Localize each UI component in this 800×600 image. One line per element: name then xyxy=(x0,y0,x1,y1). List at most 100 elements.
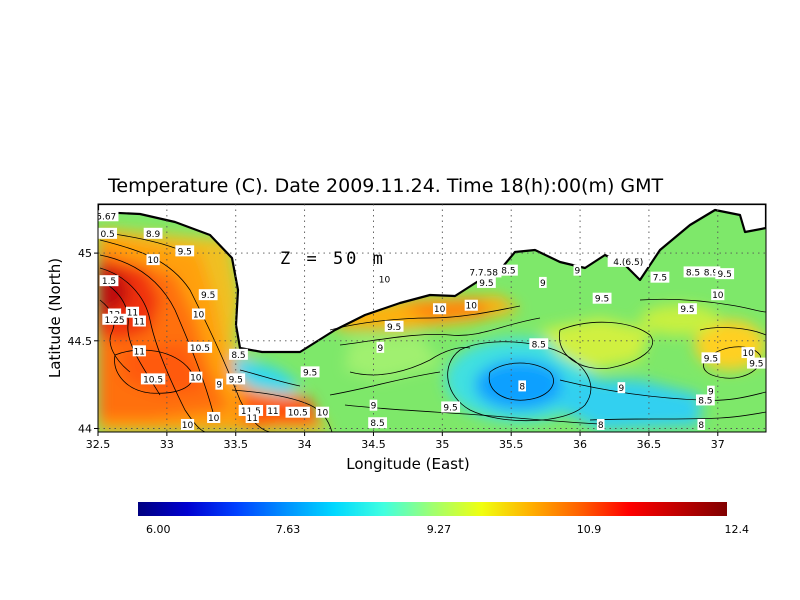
contour-label: 9 xyxy=(371,402,377,412)
contour-label: 11.5 xyxy=(241,407,261,417)
contour-label: 8 xyxy=(598,421,604,431)
contour-label-bg xyxy=(573,264,582,276)
contour-label-bg xyxy=(266,404,280,416)
contour-label: 11 xyxy=(127,309,138,319)
contour-label: 11 xyxy=(267,407,278,417)
contour-label: 10 xyxy=(317,409,329,419)
y-tick-label: 44.5 xyxy=(68,335,93,348)
contour-label-bg xyxy=(191,308,206,320)
contour-label-bg xyxy=(707,385,715,397)
contour-label-bg xyxy=(683,266,703,278)
contour-label: 8.5 xyxy=(370,419,384,429)
contour-label-bg xyxy=(697,418,706,430)
x-tick-label: 33.5 xyxy=(223,438,248,451)
contour-label-bg xyxy=(465,266,502,278)
contour-label: 9 xyxy=(377,344,383,354)
contour-label-bg xyxy=(315,406,330,418)
contour-label-bg xyxy=(477,276,496,288)
contour-label-bg xyxy=(285,406,310,418)
plot-area: 5.670.58.91.5121.251111109.59.5101110.51… xyxy=(96,204,766,432)
contour-label-bg xyxy=(102,313,127,325)
map-title: Temperature (C). Date 2009.11.24. Time 1… xyxy=(107,175,664,197)
x-axis-label: Longitude (East) xyxy=(346,455,469,473)
contour-label: 9.5 xyxy=(387,323,401,333)
contour-label: 9.5 xyxy=(749,360,763,370)
contour-label-bg xyxy=(229,348,248,360)
contour-label-bg xyxy=(592,292,612,304)
contour-label-bg xyxy=(701,352,721,364)
contour-label-group: 5.670.58.91.5121.251111109.59.5101110.51… xyxy=(96,210,766,431)
contour-label-bg xyxy=(695,394,715,406)
colorbar-tick-label: 10.9 xyxy=(577,523,602,536)
contour-label: 8.9 xyxy=(704,268,719,278)
contour-label: 4.(6.5) xyxy=(613,258,643,268)
contour-label: 10 xyxy=(182,421,194,431)
contour-label-bg xyxy=(175,245,195,257)
contour-label: 10 xyxy=(712,291,724,301)
contour-label-bg xyxy=(650,271,670,283)
contour-label-bg xyxy=(238,404,264,416)
contour-label: 1.25 xyxy=(105,316,125,326)
contour-label-bg xyxy=(99,275,119,287)
contour-label-bg xyxy=(132,315,146,327)
contour-label: 9.5 xyxy=(303,368,317,378)
contour-label: 8.5 xyxy=(532,340,546,350)
colorbar-gradient xyxy=(138,502,727,516)
contour-label-bg xyxy=(518,380,527,392)
contour-label: 8 xyxy=(698,421,704,431)
contour-label-bg xyxy=(189,371,203,383)
x-tick-label: 37 xyxy=(711,438,725,451)
contour-label-bg xyxy=(215,378,224,390)
contour-label: 0.5 xyxy=(100,230,114,240)
colorbar-tick-label: 9.27 xyxy=(427,523,452,536)
contour-label-bg xyxy=(300,366,320,378)
y-axis-label: Latitude (North) xyxy=(46,258,64,378)
x-tick-label: 36.5 xyxy=(637,438,662,451)
colorbar: 6.00 7.63 9.27 10.9 12.4 xyxy=(138,502,749,536)
contour-label-bg xyxy=(441,401,460,413)
contour-label-bg xyxy=(617,382,626,394)
contour-label-bg xyxy=(187,341,213,353)
contour-label: 8.5 xyxy=(501,267,515,277)
contour-label-bg xyxy=(146,254,160,266)
contour-label: 9 xyxy=(619,384,625,394)
contour-label: 10 xyxy=(190,374,202,384)
contour-label-bg xyxy=(98,210,119,222)
contour-label: 8.5 xyxy=(686,268,700,278)
contour-label: 10.5 xyxy=(143,375,163,385)
contour-label: 9.5 xyxy=(229,375,243,385)
contour-label: 5.67 xyxy=(96,212,116,222)
contour-label: 9.5 xyxy=(704,354,718,364)
colorbar-tick-label: 12.4 xyxy=(725,523,750,536)
plot-frame xyxy=(97,203,767,433)
contour-label-bg xyxy=(678,303,697,315)
contour-label-bg xyxy=(125,306,140,318)
grid-lines xyxy=(98,204,766,432)
contour-label: 9.5 xyxy=(718,270,732,280)
contour-label-bg xyxy=(741,347,755,359)
contour-label-bg xyxy=(539,276,547,288)
contour-label: 8.9 xyxy=(146,230,161,240)
contour-label-bg xyxy=(132,345,146,357)
contour-label: 10 xyxy=(466,302,478,312)
contour-label: 10 xyxy=(379,275,391,285)
y-tick-label: 45 xyxy=(78,247,92,260)
contour-label-bg xyxy=(369,399,378,411)
colorbar-tick-label: 7.63 xyxy=(276,523,301,536)
contour-label: 8 xyxy=(519,382,525,392)
x-tick-label: 32.5 xyxy=(86,438,111,451)
y-tick-label: 44 xyxy=(78,422,92,435)
contour-label: 11 xyxy=(134,347,145,357)
contour-label: 8.5 xyxy=(231,351,245,361)
x-tick-label: 35 xyxy=(435,438,449,451)
contour-label: 9.5 xyxy=(443,403,457,413)
y-axis-ticks: 44 44.5 45 xyxy=(68,247,98,435)
contour-label-bg xyxy=(140,373,166,385)
contour-label: 9.5 xyxy=(178,247,192,257)
contour-label-bg xyxy=(711,289,725,301)
contour-label-bg xyxy=(226,373,246,385)
contour-label: 11 xyxy=(247,414,258,424)
contour-label: 9 xyxy=(708,388,714,398)
contour-label-bg xyxy=(98,227,118,239)
